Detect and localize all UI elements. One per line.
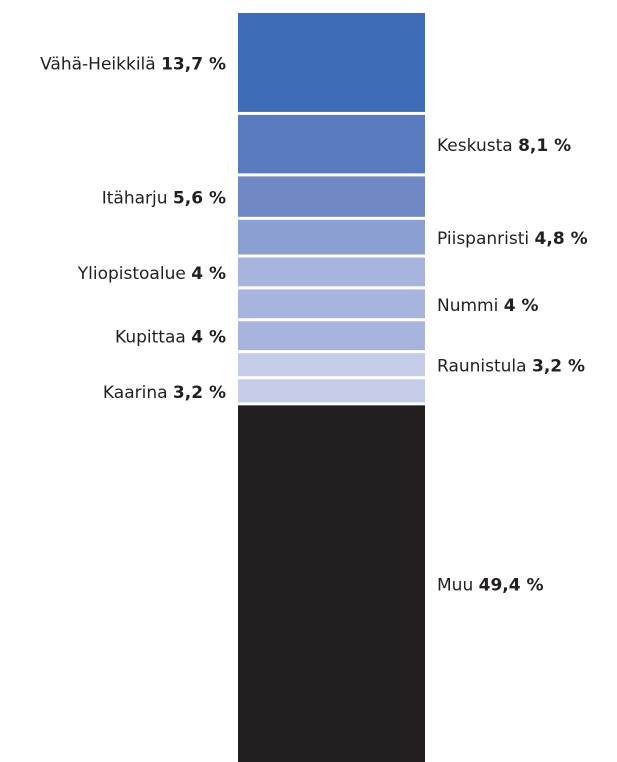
segment-value: 3,2 %: [532, 357, 585, 377]
bar-segment: [238, 257, 425, 287]
bar-segment: [238, 289, 425, 319]
segment-label: Kaarina 3,2 %: [103, 383, 226, 403]
segment-name: Nummi: [437, 296, 498, 316]
bar-segment: [238, 13, 425, 112]
segment-name: Piispanristi: [437, 229, 529, 249]
segment-name: Muu: [437, 576, 473, 596]
segment-value: 4 %: [191, 328, 226, 348]
bar-segment: [238, 353, 425, 377]
segment-name: Itäharju: [102, 189, 168, 209]
segment-name: Raunistula: [437, 357, 527, 377]
segment-value: 49,4 %: [479, 576, 544, 596]
bar-segment: [238, 405, 425, 762]
segment-label: Itäharju 5,6 %: [102, 189, 226, 209]
segment-label: Piispanristi 4,8 %: [437, 229, 588, 249]
segment-value: 3,2 %: [173, 383, 226, 403]
bar-segment: [238, 379, 425, 403]
segment-label: Nummi 4 %: [437, 296, 539, 316]
segment-value: 8,1 %: [518, 136, 571, 156]
segment-label: Yliopistoalue 4 %: [77, 264, 226, 284]
segment-name: Kupittaa: [115, 328, 186, 348]
bar-segment: [238, 219, 425, 255]
segment-value: 4,8 %: [535, 229, 588, 249]
segment-label: Vähä-Heikkilä 13,7 %: [40, 54, 226, 74]
segment-name: Kaarina: [103, 383, 168, 403]
bar-segment: [238, 114, 425, 174]
bar-segment: [238, 176, 425, 217]
segment-label: Keskusta 8,1 %: [437, 136, 571, 156]
segment-label: Kupittaa 4 %: [115, 328, 226, 348]
segment-value: 13,7 %: [161, 54, 226, 74]
segment-label: Raunistula 3,2 %: [437, 357, 585, 377]
bar-segment: [238, 321, 425, 351]
segment-name: Yliopistoalue: [77, 264, 186, 284]
segment-name: Vähä-Heikkilä: [40, 54, 156, 74]
segment-value: 5,6 %: [173, 189, 226, 209]
segment-name: Keskusta: [437, 136, 513, 156]
segment-value: 4 %: [504, 296, 539, 316]
segment-label: Muu 49,4 %: [437, 576, 544, 596]
segment-value: 4 %: [191, 264, 226, 284]
